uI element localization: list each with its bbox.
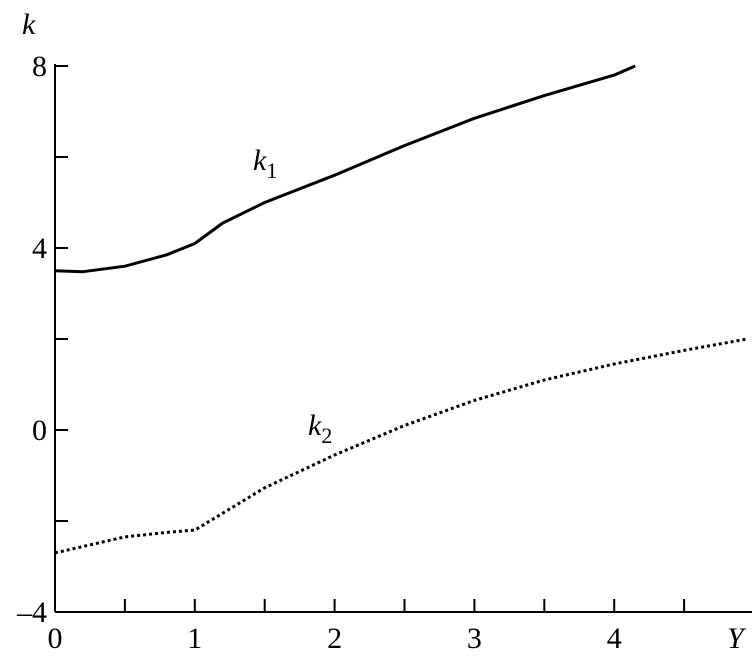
y-tick-label: 0 <box>32 414 47 447</box>
y-axis-label: k <box>22 8 36 41</box>
x-tick-label: 2 <box>327 622 342 655</box>
series-subscript: 1 <box>266 158 277 183</box>
y-tick-label: –4 <box>16 596 47 629</box>
series-name: k <box>253 144 267 177</box>
y-tick-label: 8 <box>32 50 47 83</box>
series-name: k <box>308 409 322 442</box>
x-axis-label: Y <box>727 622 747 655</box>
x-tick-label: 1 <box>187 622 202 655</box>
series-label: k1 <box>253 144 277 183</box>
series-line <box>54 64 636 274</box>
x-tick-label: 3 <box>467 622 482 655</box>
series-subscript: 2 <box>321 423 332 448</box>
y-tick-label: 4 <box>32 232 47 265</box>
x-tick-label: 4 <box>607 622 622 655</box>
series-line <box>54 337 748 555</box>
series-label: k2 <box>308 409 332 448</box>
x-tick-label: 0 <box>48 622 63 655</box>
